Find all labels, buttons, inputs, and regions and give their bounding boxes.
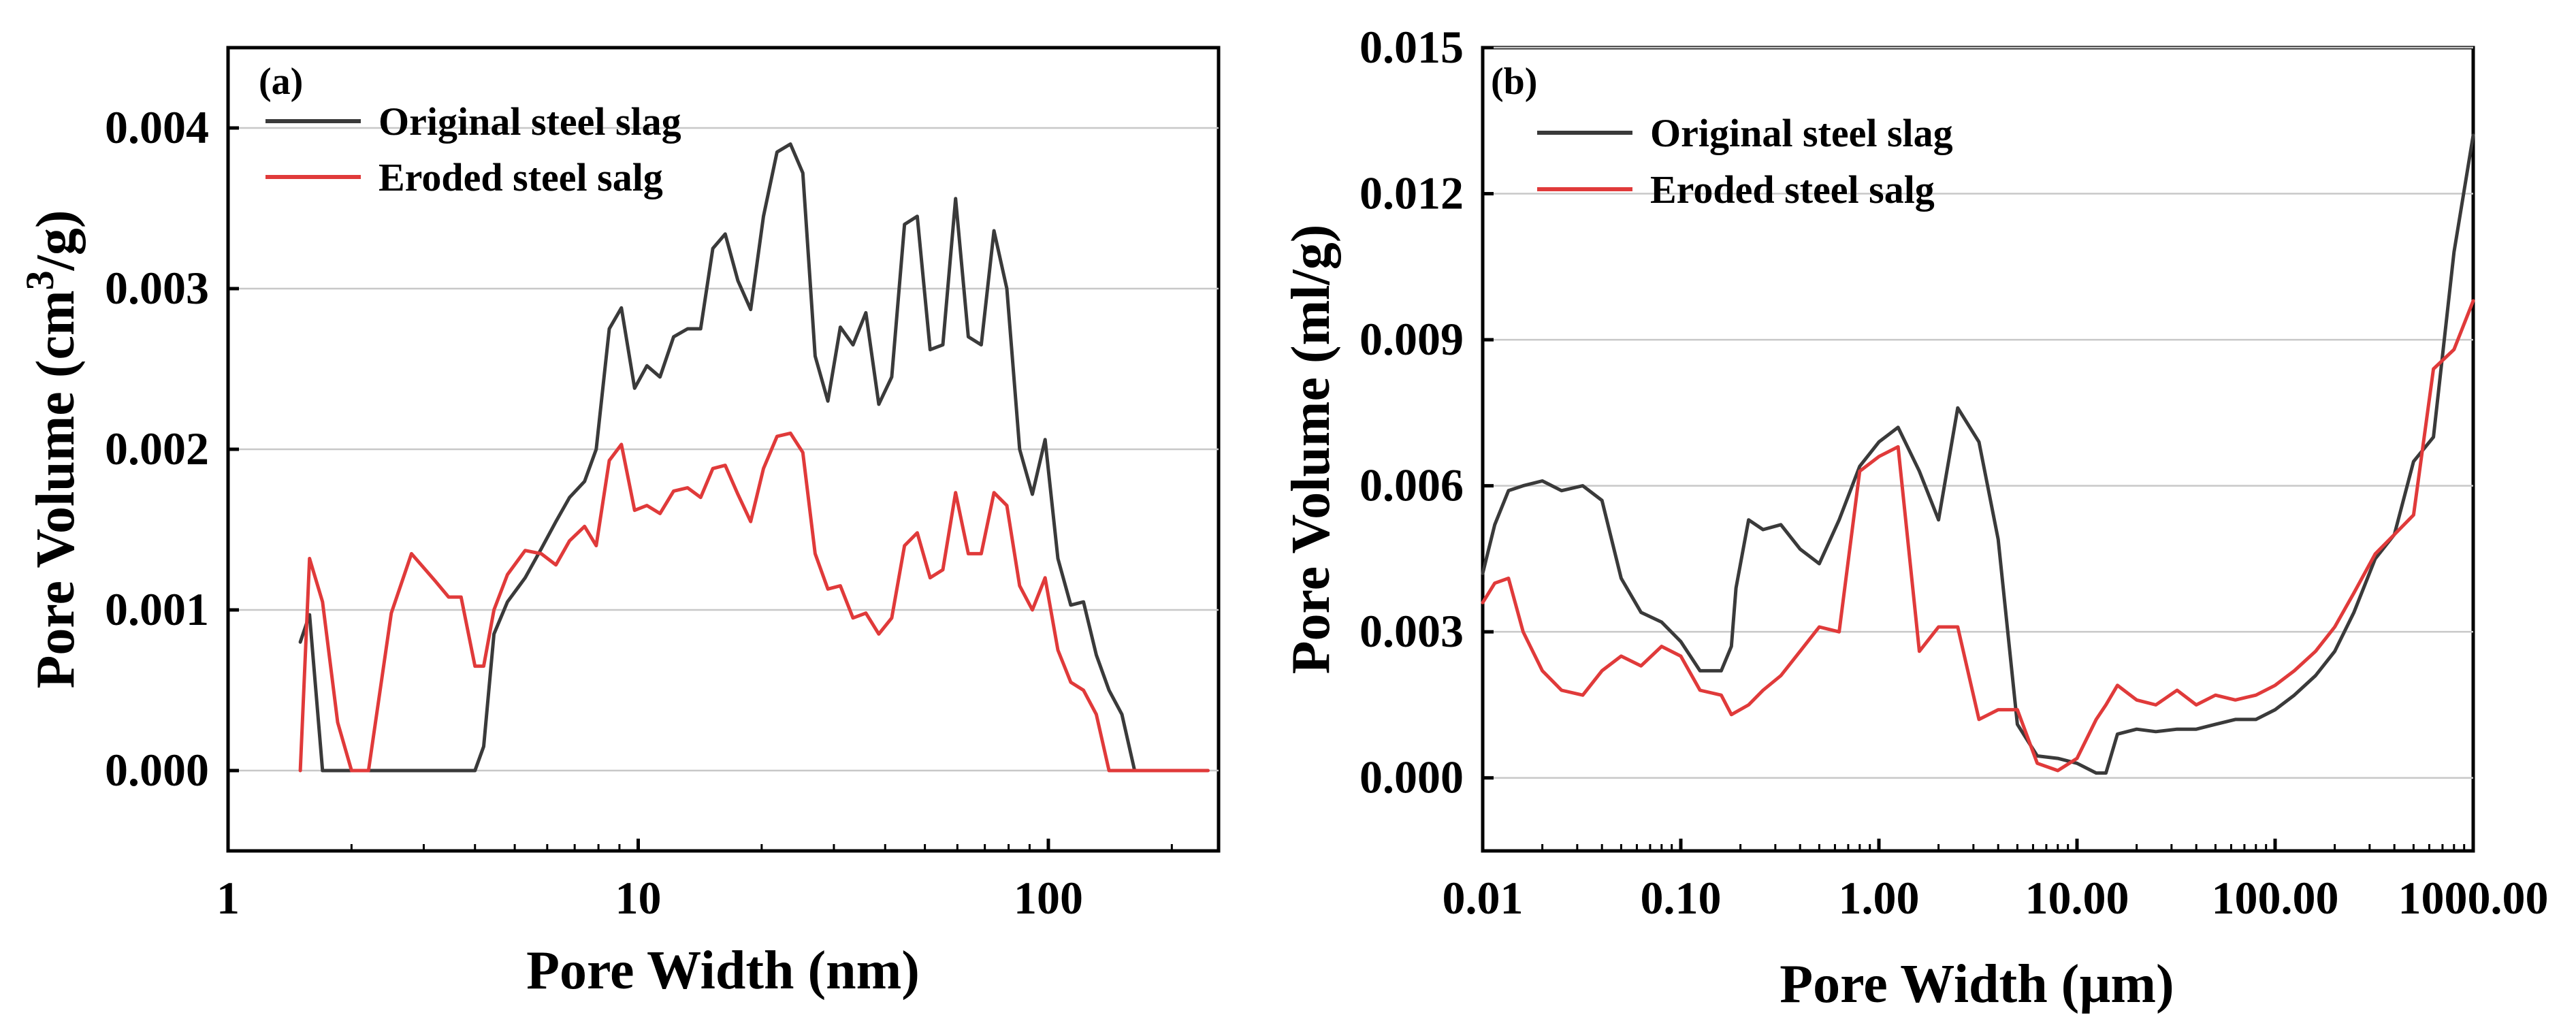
chart-b-y-axis-label: Pore Volume (ml/g): [1281, 225, 1341, 675]
chart-a-series-eroded: [298, 431, 1210, 773]
chart-a-x-tick-label: 100: [1014, 872, 1083, 924]
chart-b-legend-label-eroded: Eroded steel salg: [1650, 167, 1935, 212]
chart-a-y-tick-label: 0.001: [105, 583, 209, 635]
chart-a-y-tick-label: 0.004: [105, 101, 209, 153]
chart-b-y-tick-label: 0.003: [1359, 605, 1464, 657]
chart-b-series-eroded: [1481, 299, 2475, 773]
chart-a-x-tick-label: 10: [615, 872, 661, 924]
chart-b-x-tick-label: 1000.00: [2398, 872, 2549, 924]
chart-b-x-tick-label: 1.00: [1839, 872, 1920, 924]
chart-b-x-tick-label: 0.10: [1641, 872, 1722, 924]
chart-b-y-tick-label: 0.006: [1359, 459, 1464, 511]
chart-a-x-axis-label: Pore Width (nm): [526, 941, 920, 1001]
chart-a-legend-label-eroded: Eroded steel salg: [379, 155, 663, 199]
chart-b-plot-frame: [1481, 46, 2475, 853]
chart-b: 0.000 0.003 0.006 0.009 0.012 0.015 0.01 0.10 1.…: [1281, 21, 2549, 1014]
chart-a-y-tick-label: 0.002: [105, 423, 209, 474]
chart-b-x-tick-label: 10.00: [2025, 872, 2129, 924]
chart-a-y-tick-label: 0.003: [105, 262, 209, 314]
chart-a-legend-label-original: Original steel slag: [379, 99, 681, 144]
chart-b-y-tick-label: 0.012: [1359, 167, 1464, 219]
chart-a-panel-label: (a): [259, 61, 303, 103]
chart-b-x-tick-label: 100.00: [2212, 872, 2339, 924]
chart-a-y-axis-label-superscript: 3: [18, 270, 62, 290]
chart-b-y-tick-label: 0.000: [1359, 752, 1464, 803]
chart-a-series-original: [298, 142, 1175, 773]
chart-b-panel-label: (b): [1491, 61, 1537, 103]
chart-b-series-original: [1481, 133, 2475, 775]
chart-a-x-tick-label: 1: [216, 872, 240, 924]
chart-b-x-tick-label: 0.01: [1443, 872, 1524, 924]
chart-b-legend: Original steel slag Eroded steel salg: [1537, 111, 1953, 212]
chart-a-y-axis-label-tail: /g): [26, 210, 86, 272]
chart-a-legend: Original steel slag Eroded steel salg: [265, 99, 681, 199]
chart-b-x-axis-label: Pore Width (µm): [1780, 954, 2174, 1014]
chart-a: 0.000 0.001 0.002 0.003 0.004 1 10 100 (a) Orig…: [18, 46, 1221, 1001]
chart-b-y-tick-label: 0.015: [1359, 21, 1464, 73]
chart-a-y-axis-label-main: Pore Volume (cm: [26, 290, 86, 688]
chart-b-y-tick-label: 0.009: [1359, 313, 1464, 365]
chart-a-y-tick-label: 0.000: [105, 744, 209, 796]
chart-b-legend-label-original: Original steel slag: [1650, 111, 1953, 155]
chart-a-y-axis-label: Pore Volume (cm3/g): [18, 210, 86, 689]
